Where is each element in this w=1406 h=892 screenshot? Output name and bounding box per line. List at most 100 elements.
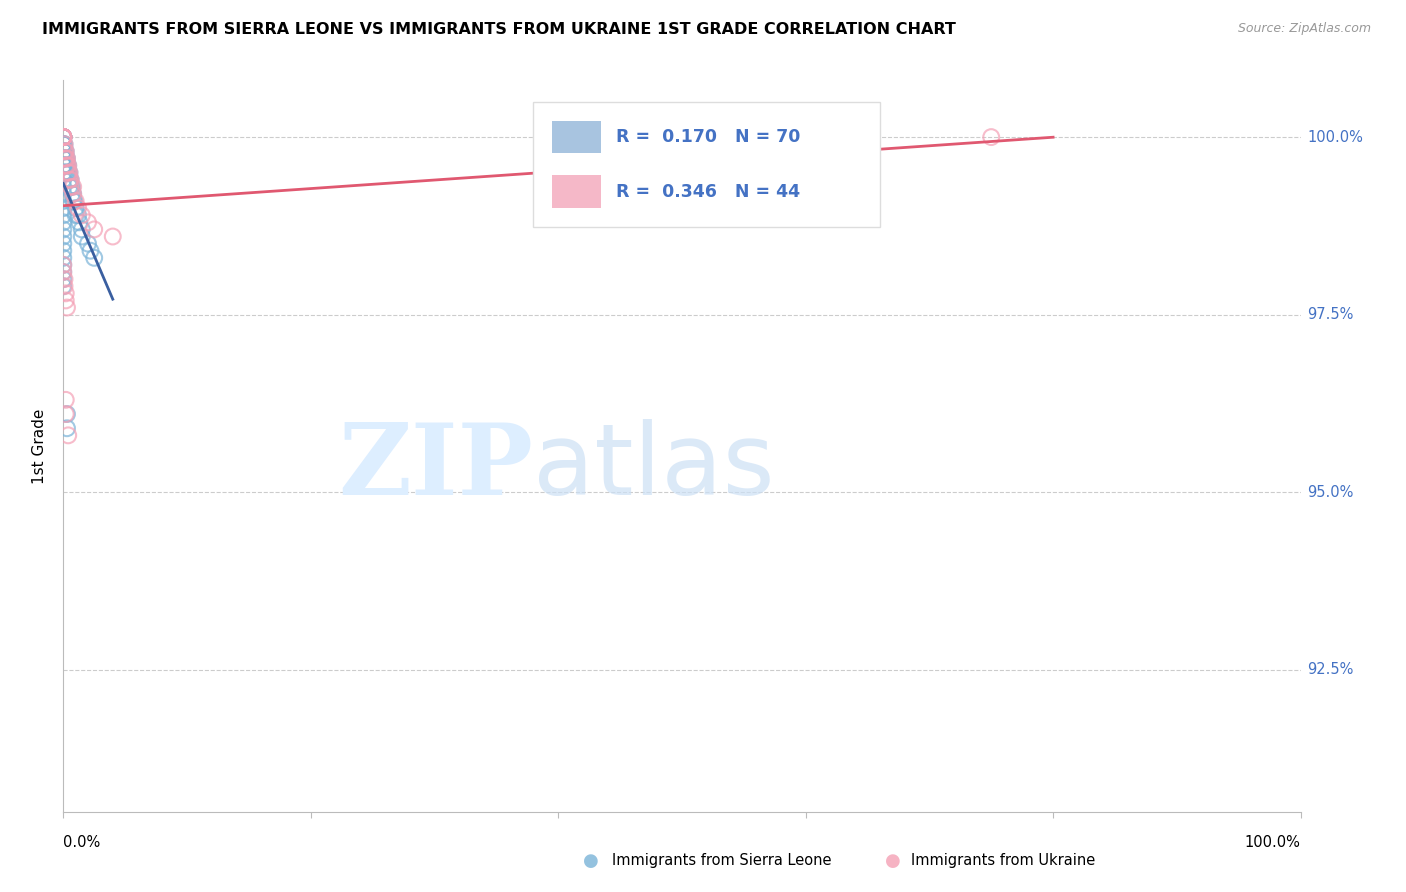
Point: [52, 201, 75, 215]
Text: R =  0.346   N = 44: R = 0.346 N = 44: [616, 183, 800, 201]
Point: [83, 222, 105, 236]
Text: IMMIGRANTS FROM SIERRA LEONE VS IMMIGRANTS FROM UKRAINE 1ST GRADE CORRELATION CH: IMMIGRANTS FROM SIERRA LEONE VS IMMIGRAN…: [42, 22, 956, 37]
Point: [62, 186, 84, 201]
Point: [83, 251, 105, 265]
Point: [52, 130, 75, 145]
Point: [56, 159, 79, 173]
Text: 0.0%: 0.0%: [63, 836, 100, 850]
Point: [52, 130, 75, 145]
Point: [55, 286, 77, 301]
Point: [55, 152, 77, 166]
Point: [62, 186, 84, 201]
Point: [56, 301, 79, 315]
Point: [53, 145, 76, 159]
Point: [52, 130, 75, 145]
Point: [52, 251, 75, 265]
Point: [67, 201, 90, 215]
Point: [77, 215, 100, 229]
Point: [59, 179, 82, 194]
Point: [52, 130, 75, 145]
Point: [52, 137, 75, 152]
Point: [101, 229, 124, 244]
Point: [52, 208, 75, 222]
Point: [52, 130, 75, 145]
Text: 100.0%: 100.0%: [1244, 836, 1301, 850]
Point: [56, 165, 79, 179]
Point: [52, 130, 75, 145]
Point: [53, 159, 76, 173]
Text: Immigrants from Sierra Leone: Immigrants from Sierra Leone: [612, 854, 831, 868]
Point: [56, 159, 79, 173]
Point: [52, 179, 75, 194]
Point: [53, 152, 76, 166]
Text: ●: ●: [582, 852, 599, 870]
Text: Source: ZipAtlas.com: Source: ZipAtlas.com: [1237, 22, 1371, 36]
Point: [70, 208, 93, 222]
Point: [52, 215, 75, 229]
Point: [52, 130, 75, 145]
Point: [56, 152, 79, 166]
Point: [53, 272, 76, 286]
Point: [52, 137, 75, 152]
Point: [59, 172, 82, 186]
Point: [58, 165, 80, 179]
Point: [55, 145, 77, 159]
Point: [59, 172, 82, 186]
Point: [79, 244, 101, 258]
Point: [52, 236, 75, 251]
Point: [52, 130, 75, 145]
Point: [52, 222, 75, 236]
Point: [52, 130, 75, 145]
Point: [52, 258, 75, 272]
Point: [53, 165, 76, 179]
Point: [52, 265, 75, 279]
Point: [52, 130, 75, 145]
Text: atlas: atlas: [533, 419, 775, 516]
Point: [60, 179, 83, 194]
Text: 92.5%: 92.5%: [1308, 662, 1354, 677]
Point: [52, 152, 75, 166]
Point: [63, 194, 86, 208]
Point: [56, 421, 79, 435]
Point: [53, 137, 76, 152]
Point: [52, 152, 75, 166]
Point: [53, 279, 76, 293]
Point: [58, 179, 80, 194]
Point: [53, 137, 76, 152]
Text: 100.0%: 100.0%: [1308, 129, 1364, 145]
Y-axis label: 1st Grade: 1st Grade: [32, 409, 48, 483]
Point: [55, 159, 77, 173]
Point: [52, 130, 75, 145]
Bar: [553, 176, 602, 209]
Point: [52, 229, 75, 244]
Point: [70, 222, 93, 236]
Point: [52, 130, 75, 145]
Point: [52, 130, 75, 145]
Point: [52, 130, 75, 145]
Point: [58, 428, 80, 442]
Point: [52, 130, 75, 145]
Point: [52, 159, 75, 173]
Point: [60, 186, 83, 201]
Point: [52, 272, 75, 286]
Point: [58, 172, 80, 186]
Text: 97.5%: 97.5%: [1308, 307, 1354, 322]
Point: [52, 130, 75, 145]
Point: [55, 159, 77, 173]
Point: [62, 179, 84, 194]
Text: ●: ●: [884, 852, 901, 870]
Bar: [553, 120, 602, 153]
Text: Immigrants from Ukraine: Immigrants from Ukraine: [911, 854, 1095, 868]
Point: [52, 186, 75, 201]
Point: [56, 152, 79, 166]
Text: ZIP: ZIP: [339, 419, 533, 516]
Point: [53, 145, 76, 159]
Point: [58, 159, 80, 173]
Point: [52, 258, 75, 272]
Point: [59, 179, 82, 194]
Point: [52, 244, 75, 258]
Point: [58, 165, 80, 179]
Point: [52, 130, 75, 145]
Point: [55, 152, 77, 166]
Point: [62, 194, 84, 208]
